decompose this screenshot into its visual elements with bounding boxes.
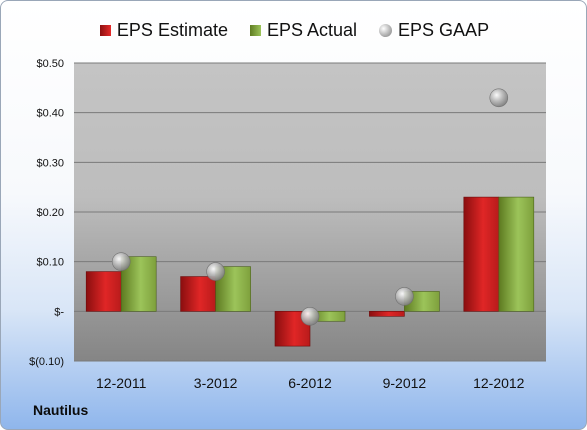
x-tick-label: 12-2011 [96, 375, 147, 391]
y-tick-label: $0.50 [36, 58, 64, 70]
x-tick-label: 9-2012 [383, 375, 427, 391]
x-tick-label: 6-2012 [288, 375, 332, 391]
y-tick-label: $- [54, 306, 64, 318]
legend-label-actual: EPS Actual [266, 19, 358, 40]
marker-eps-gaap [395, 287, 414, 306]
legend-label-gaap: EPS GAAP [398, 19, 490, 40]
y-tick-label: $(0.10) [29, 356, 64, 368]
legend-item-estimate: EPS Estimate [99, 19, 228, 41]
legend-swatch-actual [249, 24, 261, 36]
legend-label-estimate: EPS Estimate [116, 19, 228, 40]
x-tick-label: 3-2012 [194, 375, 238, 391]
bar-eps-estimate [463, 196, 500, 312]
bar-eps-estimate [369, 311, 405, 317]
marker-eps-gaap [206, 262, 225, 281]
x-tick-label: 12-2012 [473, 375, 525, 391]
legend-item-actual: EPS Actual [249, 19, 358, 41]
marker-eps-gaap [300, 306, 320, 326]
bar-eps-estimate [85, 271, 122, 312]
bar-eps-actual [498, 196, 535, 312]
y-tick-label: $0.30 [36, 157, 64, 169]
y-tick-label: $0.20 [36, 207, 64, 219]
bar-eps-estimate [180, 276, 216, 312]
marker-eps-gaap [489, 88, 509, 108]
y-tick-label: $0.10 [36, 257, 64, 269]
legend-swatch-gaap [379, 23, 393, 37]
legend-item-gaap: EPS GAAP [379, 20, 489, 41]
chart-legend: EPS Estimate EPS Actual EPS GAAP [1, 18, 586, 42]
company-name: Nautilus [33, 402, 89, 418]
legend-swatch-estimate [99, 24, 111, 36]
y-tick-label: $0.40 [36, 108, 64, 120]
marker-eps-gaap [111, 252, 131, 271]
